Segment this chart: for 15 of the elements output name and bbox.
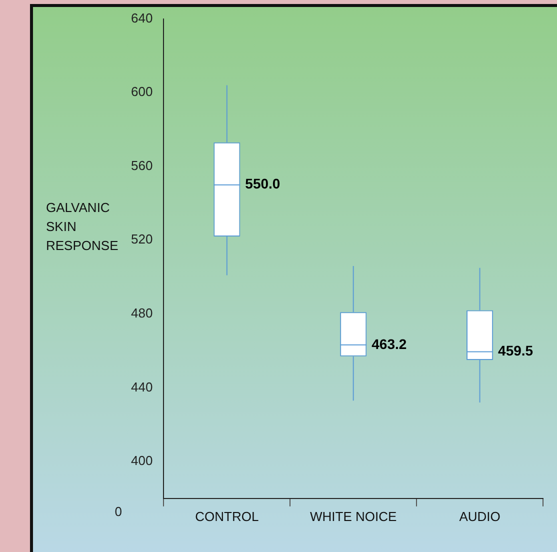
y-tick-label: 600 <box>130 84 153 100</box>
y-tick-label: 480 <box>130 306 153 321</box>
x-tick-label: AUDIO <box>459 508 500 524</box>
y-tick-label: 440 <box>130 379 153 394</box>
y-tick-label: 400 <box>130 453 153 468</box>
y-tick-label: 560 <box>130 158 153 173</box>
text: 0 <box>114 504 122 519</box>
y-tick-label: 640 <box>130 10 153 26</box>
y-axis-title: GALVANIC SKIN RESPONSE <box>46 199 120 255</box>
x-tick-label: CONTROL <box>195 508 259 524</box>
text: 459.5 <box>498 342 534 359</box>
text: 550.0 <box>245 176 280 192</box>
y-tick-label: 520 <box>130 232 153 247</box>
text: 463.2 <box>372 336 407 352</box>
x-tick-label: WHITE NOICE <box>310 508 398 524</box>
